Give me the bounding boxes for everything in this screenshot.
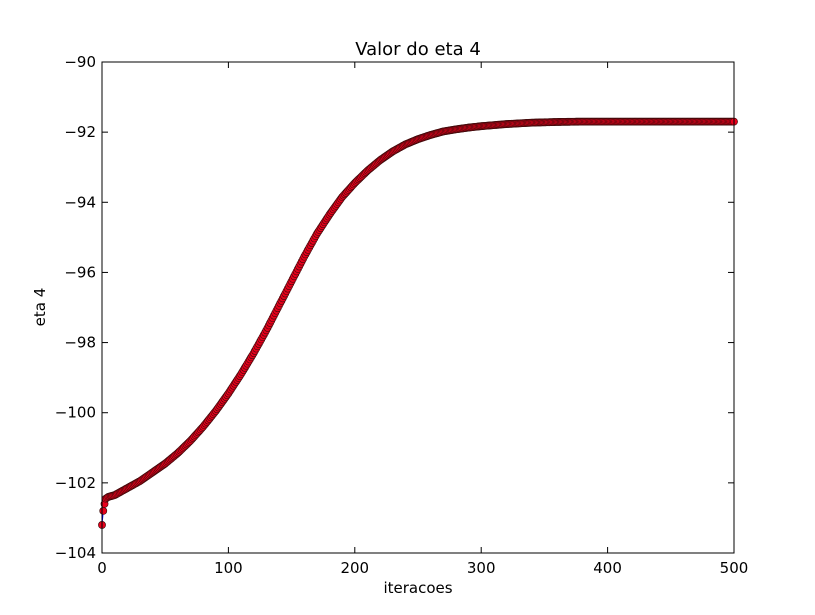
x-axis-label: iteracoes [383, 579, 452, 597]
y-tick-label: −104 [55, 544, 96, 562]
x-tick-label: 100 [214, 559, 243, 577]
x-tick-label: 0 [97, 559, 107, 577]
chart-title: Valor do eta 4 [355, 39, 481, 60]
y-tick-label: −96 [64, 263, 96, 281]
y-tick-label: −98 [64, 334, 96, 352]
tick-layer: 0 100 200 300 400 500 −104 −102 −100 −98 −96 −94 −92… [55, 53, 749, 577]
y-tick-label: −102 [55, 474, 96, 492]
x-tick-label: 300 [467, 559, 496, 577]
x-tick-label: 400 [593, 559, 622, 577]
y-axis-label: eta 4 [31, 288, 49, 327]
plot-background [102, 62, 734, 553]
data-point [99, 507, 108, 515]
y-tick-label: −94 [64, 193, 96, 211]
y-tick-label: −90 [64, 53, 96, 71]
series-layer [98, 117, 738, 529]
x-tick-label: 500 [720, 559, 749, 577]
x-tick-label: 200 [340, 559, 369, 577]
plot-frame [101, 61, 735, 554]
y-tick-label: −100 [55, 404, 96, 422]
y-tick-label: −92 [64, 123, 96, 141]
